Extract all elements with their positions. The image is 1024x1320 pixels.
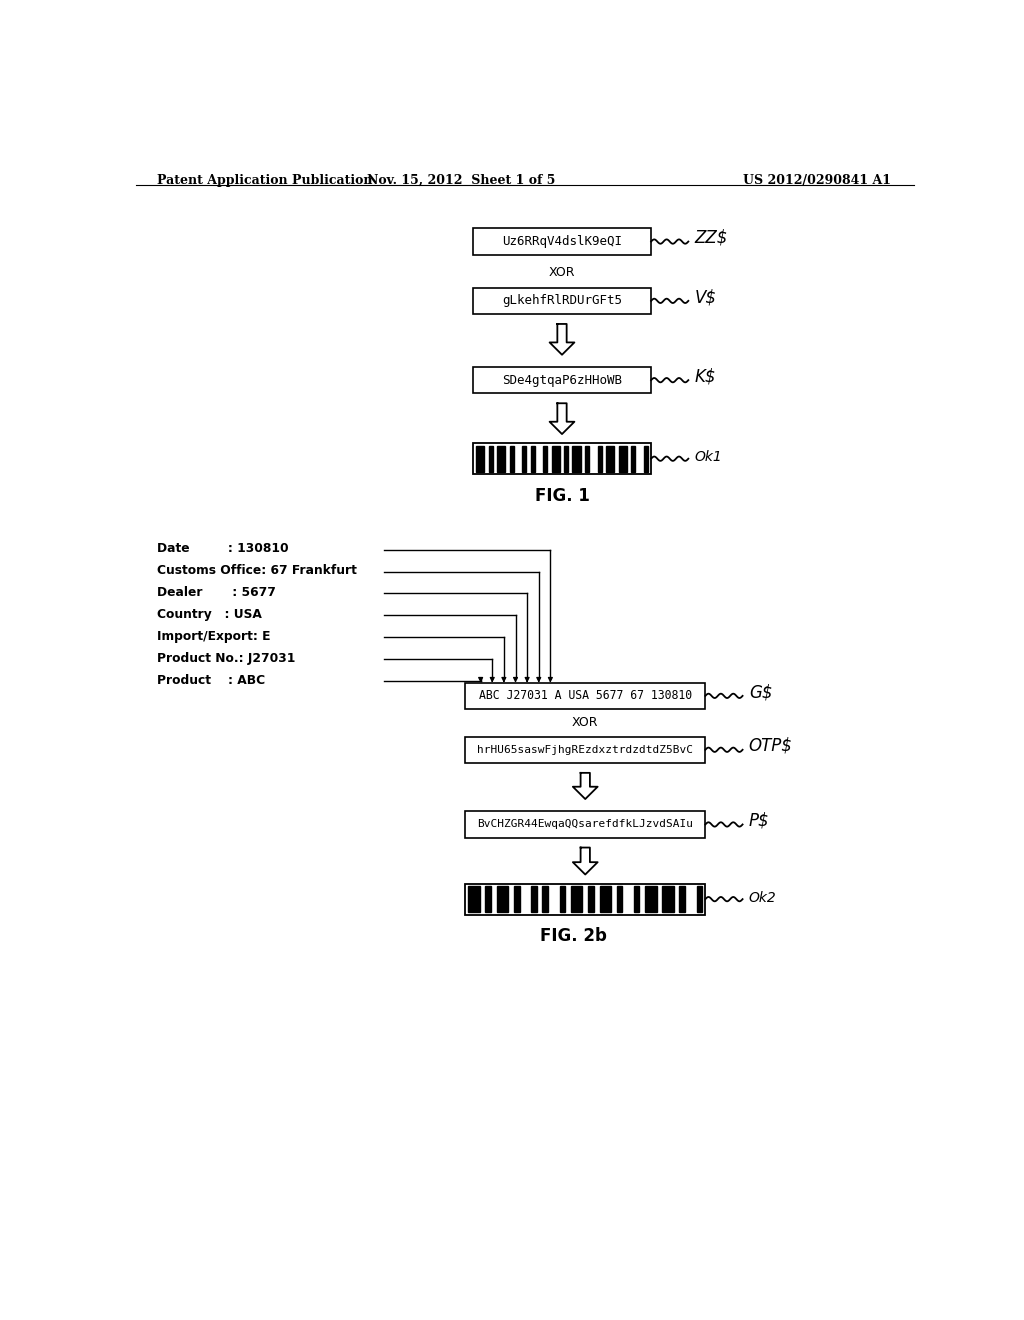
- Text: gLkehfRlRDUrGFt5: gLkehfRlRDUrGFt5: [502, 294, 622, 308]
- Text: OTP$: OTP$: [749, 737, 793, 755]
- Bar: [476, 446, 484, 471]
- Bar: [634, 886, 639, 912]
- Polygon shape: [572, 774, 598, 799]
- Bar: [543, 446, 547, 471]
- Text: XOR: XOR: [572, 715, 598, 729]
- Text: ZZ$: ZZ$: [694, 228, 728, 247]
- Text: US 2012/0290841 A1: US 2012/0290841 A1: [743, 174, 891, 187]
- Bar: [552, 446, 560, 471]
- Polygon shape: [572, 847, 598, 875]
- Bar: [680, 886, 685, 912]
- Bar: [572, 446, 581, 471]
- Bar: [598, 446, 602, 471]
- Text: K$: K$: [694, 367, 716, 385]
- FancyBboxPatch shape: [473, 367, 651, 393]
- Bar: [618, 446, 627, 471]
- Text: Country   : USA: Country : USA: [158, 607, 262, 620]
- Text: Product    : ABC: Product : ABC: [158, 673, 265, 686]
- FancyBboxPatch shape: [465, 737, 706, 763]
- Bar: [514, 886, 519, 912]
- Bar: [510, 446, 514, 471]
- FancyBboxPatch shape: [473, 444, 651, 474]
- Text: Customs Office: 67 Frankfurt: Customs Office: 67 Frankfurt: [158, 564, 357, 577]
- FancyBboxPatch shape: [473, 288, 651, 314]
- Text: V$: V$: [694, 288, 717, 306]
- Bar: [585, 446, 589, 471]
- Bar: [644, 446, 648, 471]
- Text: Date         : 130810: Date : 130810: [158, 543, 289, 554]
- Text: FIG. 1: FIG. 1: [535, 487, 590, 504]
- Bar: [559, 886, 565, 912]
- Text: G$: G$: [749, 682, 772, 701]
- FancyBboxPatch shape: [465, 812, 706, 838]
- Text: Ok2: Ok2: [749, 891, 776, 904]
- Polygon shape: [550, 323, 574, 355]
- Text: ABC J27031 A USA 5677 67 130810: ABC J27031 A USA 5677 67 130810: [478, 689, 692, 702]
- Bar: [497, 446, 506, 471]
- Bar: [696, 886, 702, 912]
- Text: BvCHZGR44EwqaQQsarefdfkLJzvdSAIu: BvCHZGR44EwqaQQsarefdfkLJzvdSAIu: [477, 820, 693, 829]
- FancyBboxPatch shape: [465, 884, 706, 915]
- Text: hrHU65saswFjhgREzdxztrdzdtdZ5BvC: hrHU65saswFjhgREzdxztrdzdtdZ5BvC: [477, 744, 693, 755]
- Bar: [571, 886, 583, 912]
- Bar: [645, 886, 656, 912]
- Bar: [616, 886, 623, 912]
- Text: Product No.: J27031: Product No.: J27031: [158, 652, 296, 664]
- Bar: [599, 886, 611, 912]
- Bar: [522, 446, 526, 471]
- Bar: [663, 886, 674, 912]
- Text: Ok1: Ok1: [694, 450, 722, 465]
- Bar: [530, 446, 535, 471]
- Text: Import/Export: E: Import/Export: E: [158, 630, 271, 643]
- Bar: [543, 886, 548, 912]
- Text: FIG. 2b: FIG. 2b: [541, 927, 607, 945]
- Bar: [631, 446, 636, 471]
- Polygon shape: [550, 404, 574, 434]
- Bar: [497, 886, 508, 912]
- Text: P$: P$: [749, 812, 769, 829]
- Text: XOR: XOR: [549, 265, 575, 279]
- Bar: [468, 886, 479, 912]
- Text: Uz6RRqV4dslK9eQI: Uz6RRqV4dslK9eQI: [502, 235, 622, 248]
- Bar: [485, 886, 492, 912]
- Text: Nov. 15, 2012  Sheet 1 of 5: Nov. 15, 2012 Sheet 1 of 5: [367, 174, 555, 187]
- Text: Patent Application Publication: Patent Application Publication: [158, 174, 373, 187]
- Text: Dealer       : 5677: Dealer : 5677: [158, 586, 276, 599]
- FancyBboxPatch shape: [473, 228, 651, 255]
- Bar: [564, 446, 568, 471]
- Text: SDe4gtqaP6zHHoWB: SDe4gtqaP6zHHoWB: [502, 374, 622, 387]
- Bar: [588, 886, 594, 912]
- Bar: [488, 446, 493, 471]
- Bar: [531, 886, 537, 912]
- Bar: [606, 446, 614, 471]
- FancyBboxPatch shape: [465, 682, 706, 709]
